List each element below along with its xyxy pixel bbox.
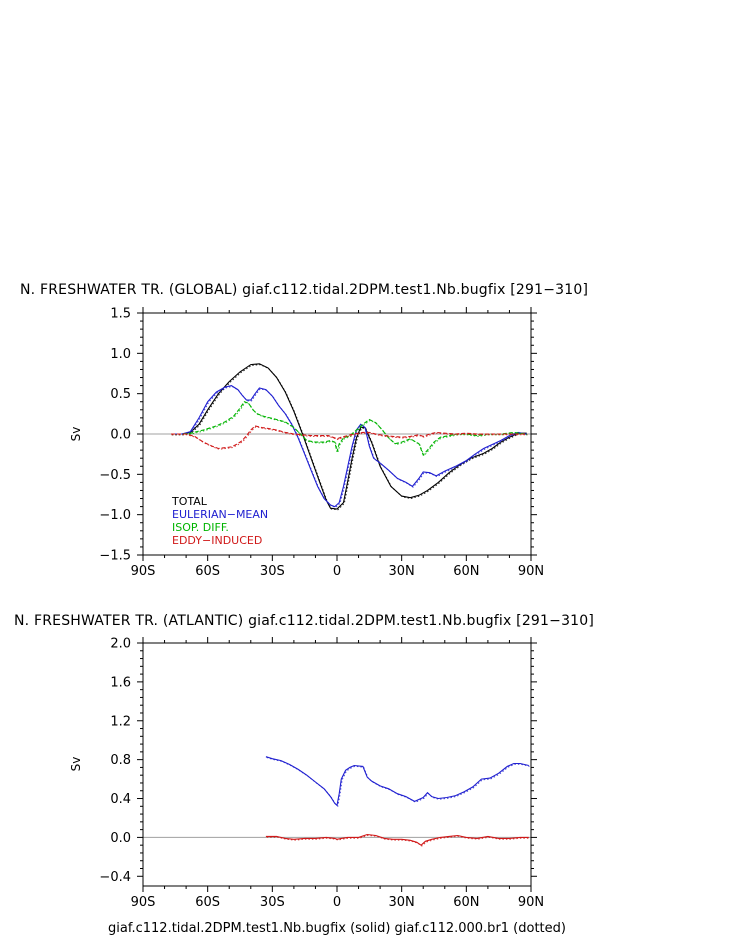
global-series-eulerian-mean-dotted <box>171 385 528 508</box>
atlantic-y-tick-label: 1.2 <box>110 714 131 729</box>
atlantic-y-tick-label: 0.0 <box>110 831 131 846</box>
global-series-total-solid <box>171 363 527 510</box>
atlantic-x-tick-label: 60N <box>453 895 479 910</box>
atlantic-x-tick-label: 90N <box>518 895 544 910</box>
atlantic-series-run-a-solid <box>265 756 529 807</box>
global-x-tick-label: 90S <box>131 564 156 579</box>
global-series-eulerian-mean-solid <box>171 385 527 508</box>
legend-isop-diff: ISOP. DIFF. <box>172 521 229 534</box>
global-y-tick-label: 0.5 <box>110 387 131 402</box>
global-y-tick-label: 0.0 <box>110 428 131 443</box>
atlantic-y-tick-label: 2.0 <box>110 637 131 652</box>
atlantic-x-tick-label: 0 <box>333 895 341 910</box>
global-series-isop-diff-dotted <box>171 401 528 457</box>
global-legend: TOTAL EULERIAN−MEAN ISOP. DIFF. EDDY−IND… <box>171 495 268 547</box>
global-x-tick-label: 0 <box>333 564 341 579</box>
global-x-tick-label: 30N <box>389 564 415 579</box>
global-y-tick-label: 1.0 <box>110 347 131 362</box>
atlantic-series-run-b-dotted <box>266 834 530 847</box>
global-x-tick-label: 90N <box>518 564 544 579</box>
global-series-eddy-induced-solid <box>171 425 527 450</box>
atlantic-chart-title: N. FRESHWATER TR. (ATLANTIC) giaf.c112.t… <box>14 613 594 629</box>
atlantic-y-tick-label: −0.4 <box>99 870 131 885</box>
legend-total: TOTAL <box>171 495 208 508</box>
global-series-isop-diff-solid <box>171 401 527 457</box>
global-series-eddy-induced-dotted <box>171 426 528 450</box>
global-freshwater-transport-chart: N. FRESHWATER TR. (GLOBAL) giaf.c112.tid… <box>20 282 588 579</box>
global-y-tick-label: 1.5 <box>110 307 131 322</box>
global-x-tick-label: 60S <box>195 564 220 579</box>
atlantic-y-tick-label: 0.8 <box>110 753 131 768</box>
atlantic-x-tick-label: 60S <box>195 895 220 910</box>
atlantic-freshwater-transport-chart: N. FRESHWATER TR. (ATLANTIC) giaf.c112.t… <box>14 613 594 910</box>
legend-eddy-induced: EDDY−INDUCED <box>172 534 262 547</box>
atlantic-plot-frame <box>142 642 532 887</box>
atlantic-x-tick-label: 90S <box>131 895 156 910</box>
global-y-axis-label: Sv <box>69 427 83 442</box>
run-comparison-footer: giaf.c112.tidal.2DPM.test1.Nb.bugfix (so… <box>108 921 566 936</box>
atlantic-series-run-a-dotted <box>266 757 530 808</box>
global-chart-title: N. FRESHWATER TR. (GLOBAL) giaf.c112.tid… <box>20 282 588 298</box>
global-x-tick-label: 60N <box>453 564 479 579</box>
atlantic-x-tick-label: 30S <box>260 895 285 910</box>
atlantic-y-tick-label: 1.6 <box>110 675 131 690</box>
legend-eulerian-mean: EULERIAN−MEAN <box>172 508 268 521</box>
atlantic-y-tick-label: 0.4 <box>110 792 131 807</box>
atlantic-series-run-b-solid <box>265 833 529 846</box>
global-series-total-dotted <box>171 364 528 511</box>
global-x-tick-label: 30S <box>260 564 285 579</box>
atlantic-y-axis-label: Sv <box>69 757 83 772</box>
global-y-tick-label: −0.5 <box>99 468 131 483</box>
global-y-tick-label: −1.0 <box>99 508 131 523</box>
global-y-tick-label: −1.5 <box>99 549 131 564</box>
atlantic-x-tick-label: 30N <box>389 895 415 910</box>
